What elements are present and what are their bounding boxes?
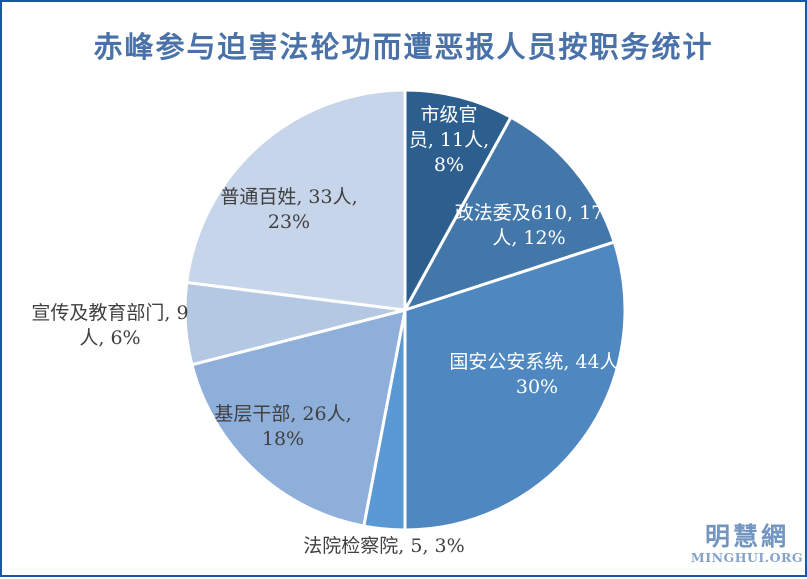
label-municipal-officials: 市级官 员, 11人, 8% — [409, 103, 489, 178]
label-ordinary-people: 普通百姓, 33人, 23% — [220, 185, 357, 235]
label-line: 法院检察院, 5, 3% — [303, 535, 465, 557]
minghui-watermark: 明慧網 MINGHUI.ORG — [691, 523, 803, 565]
label-security-police: 国安公安系统, 44人, 30% — [449, 350, 624, 400]
pie-slice-grassroots-cadres — [190, 308, 407, 528]
label-line: 人, 12% — [492, 227, 566, 249]
pie-slice-security-police — [403, 240, 627, 532]
label-plac-610: 政法委及610, 17 人, 12% — [455, 201, 604, 251]
label-line: 8% — [433, 154, 465, 176]
label-line: 宣传及教育部门, 9 — [31, 302, 189, 324]
label-grassroots-cadres: 基层干部, 26人, 18% — [214, 402, 351, 452]
label-propaganda-education: 宣传及教育部门, 9 人, 6% — [31, 301, 188, 351]
label-line: 23% — [267, 211, 311, 233]
label-line: 基层干部, 26人, — [214, 403, 352, 425]
label-line: 普通百姓, 33人, — [220, 186, 358, 208]
label-line: 市级官 — [420, 104, 478, 126]
label-line: 国安公安系统, 44人, — [449, 351, 625, 373]
pie-slice-municipal-officials — [403, 88, 513, 312]
label-line: 政法委及610, 17 — [454, 202, 604, 224]
label-line: 员, 11人, — [408, 129, 490, 151]
minghui-logo-cn: 明慧網 — [704, 522, 789, 551]
label-line: 18% — [261, 428, 305, 450]
pie-slice-ordinary-people — [185, 88, 407, 312]
label-line: 人, 6% — [79, 327, 141, 349]
pie-slice-plac-610 — [403, 115, 616, 312]
label-courts-procuratorate: 法院检察院, 5, 3% — [303, 534, 464, 559]
chart-title: 赤峰参与迫害法轮功而遭恶报人员按职务统计 — [93, 32, 714, 64]
minghui-logo-en: MINGHUI.ORG — [690, 550, 804, 565]
label-line: 30% — [515, 376, 559, 398]
